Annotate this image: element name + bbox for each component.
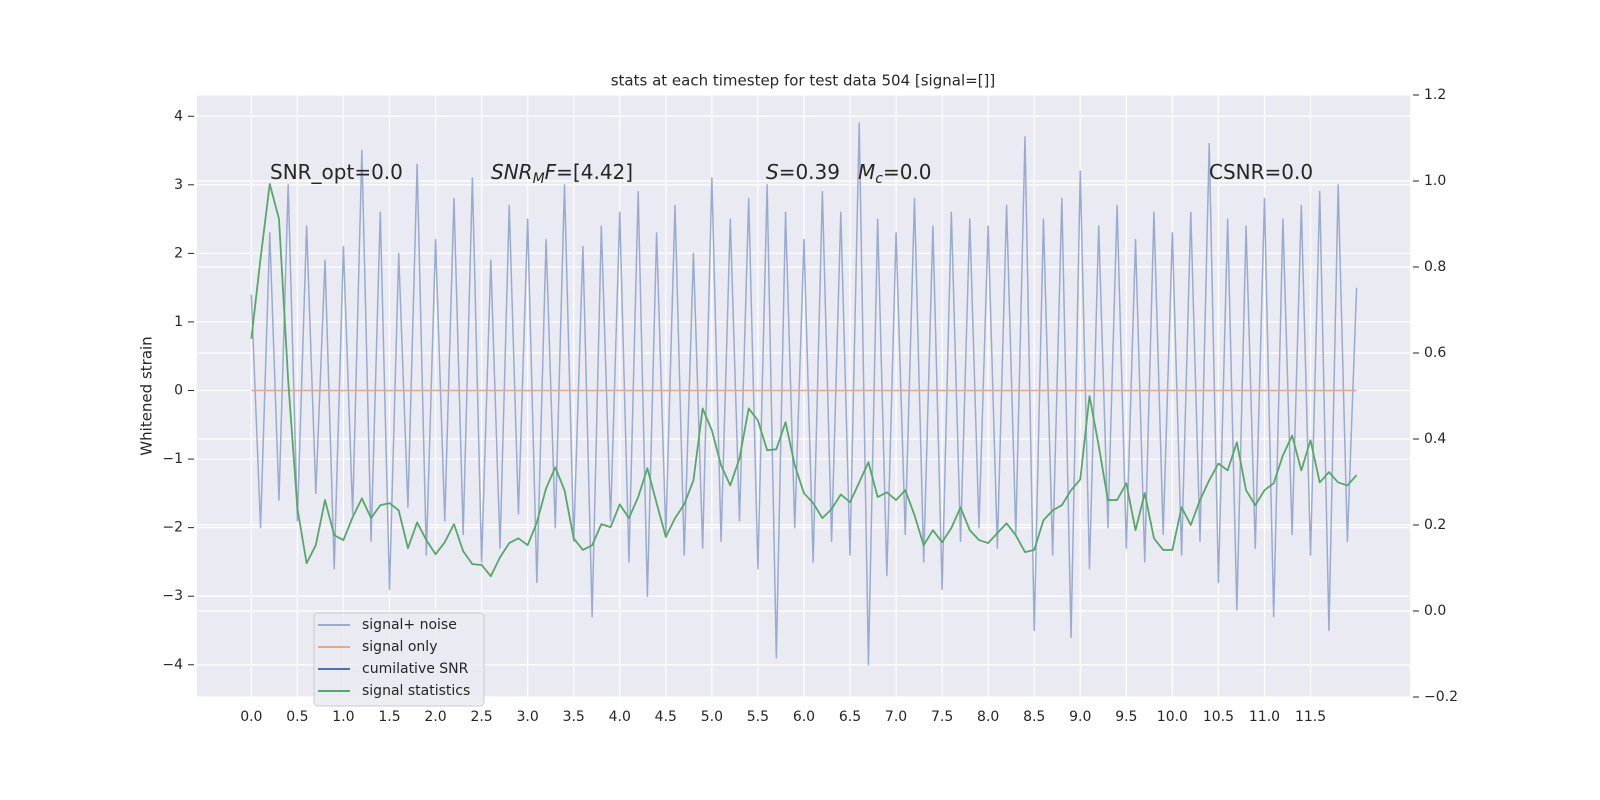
annotation-part: M (533, 171, 545, 187)
annotation: S=0.39 (766, 160, 840, 184)
y2-tick-label: 1.2 (1424, 87, 1446, 103)
x-tick-label: 11.0 (1249, 709, 1280, 725)
annotation-part: c (875, 171, 883, 187)
x-tick-label: 6.5 (839, 709, 861, 725)
annotation-part: F (545, 160, 557, 184)
x-tick-label: 8.0 (977, 709, 999, 725)
y-tick-label: −1 (162, 451, 183, 467)
annotation: CSNR=0.0 (1209, 160, 1313, 184)
annotation-part: =0.0 (883, 160, 932, 184)
series-line (250, 122, 1358, 666)
series-line (250, 183, 1358, 578)
x-tick-label: 4.0 (609, 709, 631, 725)
y-tick-label: 0 (174, 383, 183, 399)
legend-label: signal only (362, 639, 437, 655)
x-tick-label: 8.5 (1023, 709, 1045, 725)
legend-box (313, 612, 485, 707)
y2-tick-label: 0.0 (1424, 603, 1446, 619)
legend-label: signal+ noise (362, 617, 457, 633)
x-tick-label: 4.5 (655, 709, 677, 725)
x-tick-label: 0.5 (286, 709, 308, 725)
x-tick-label: 7.5 (931, 709, 953, 725)
y-tick-label: 1 (174, 314, 183, 330)
annotation-part: =0.39 (779, 160, 840, 184)
x-tick-label: 6.0 (793, 709, 815, 725)
x-tick-label: 3.5 (563, 709, 585, 725)
x-tick-label: 9.0 (1069, 709, 1091, 725)
y-tick-label: 2 (174, 245, 183, 261)
legend: signal+ noise signal only cumilative SNR si… (313, 612, 485, 707)
annotation: Mc=0.0 (858, 160, 932, 188)
x-tick-label: 7.0 (885, 709, 907, 725)
labels: 0.0 0.5 1.0 1.5 2.0 2.5 3.0 3.5 4.0 4.5 5.0 5.5 6.0 6… (162, 87, 1458, 725)
y2-tick-label: 0.4 (1424, 431, 1446, 447)
x-tick-label: 0.0 (240, 709, 262, 725)
y-tick-label: −4 (162, 657, 183, 673)
y-tick-label: −2 (162, 520, 183, 536)
x-tick-label: 1.0 (332, 709, 354, 725)
marks (250, 122, 1358, 666)
y2-tick-label: 0.8 (1424, 259, 1446, 275)
x-tick-label: 1.5 (378, 709, 400, 725)
x-tick-label: 5.5 (747, 709, 769, 725)
annotation-part: CSNR=0.0 (1209, 160, 1313, 184)
x-tick-label: 10.0 (1157, 709, 1188, 725)
grid (197, 94, 1410, 698)
annotation-part: M (858, 160, 875, 184)
x-tick-label: 11.5 (1295, 709, 1326, 725)
y2-tick-label: 0.6 (1424, 345, 1446, 361)
y-tick-label: 3 (174, 177, 183, 193)
annotation-part: =[4.42] (556, 160, 633, 184)
annotation-part: S (766, 160, 779, 184)
annotation: SNR_opt=0.0 (270, 160, 403, 184)
legend-label: signal statistics (362, 683, 470, 699)
y-tick-label: −3 (162, 588, 183, 604)
chart-title: stats at each timestep for test data 504… (611, 72, 996, 90)
y2-tick-label: 0.2 (1424, 517, 1446, 533)
x-tick-label: 5.0 (701, 709, 723, 725)
x-tick-label: 2.5 (470, 709, 492, 725)
y2-tick-label: 1.0 (1424, 173, 1446, 189)
annotation-part: SNR_opt=0.0 (270, 160, 403, 184)
y-tick-label: 4 (174, 108, 183, 124)
x-tick-label: 3.0 (517, 709, 539, 725)
annotation: SNRMF=[4.42] (491, 160, 633, 188)
y2-tick-label: −0.2 (1424, 689, 1458, 705)
annotation-part: SNR (491, 160, 533, 184)
y-axis-label: Whitened strain (138, 336, 156, 455)
legend-label: cumilative SNR (362, 661, 469, 677)
x-tick-label: 9.5 (1115, 709, 1137, 725)
x-tick-label: 10.5 (1203, 709, 1234, 725)
x-tick-label: 2.0 (424, 709, 446, 725)
